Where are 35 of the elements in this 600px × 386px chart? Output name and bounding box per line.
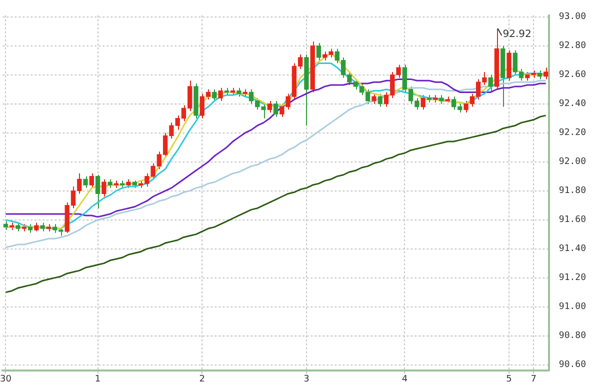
y-tick-label: 91.20 xyxy=(558,273,586,284)
candlestick xyxy=(420,94,426,110)
x-tick-label: 4 xyxy=(402,374,408,384)
candlestick xyxy=(212,88,217,102)
x-tick-label: 7 xyxy=(530,374,536,384)
y-tick-label: 91.40 xyxy=(558,244,586,254)
y-tick-label: 92.40 xyxy=(558,99,586,110)
y-tick-label: 90.80 xyxy=(558,331,586,342)
x-tick-label: 5 xyxy=(506,374,512,384)
y-tick-label: 91.60 xyxy=(558,215,586,226)
candlestick xyxy=(378,93,382,108)
candlestick xyxy=(267,100,272,114)
candlestick xyxy=(102,178,106,198)
y-tick-label: 92.00 xyxy=(558,157,586,168)
candlestick xyxy=(89,172,94,188)
x-tick-label: 3 xyxy=(304,374,310,384)
y-tick-label: 92.20 xyxy=(558,128,586,138)
annotation: 92.92 xyxy=(502,29,532,40)
candlestick xyxy=(273,100,278,118)
candlestick xyxy=(83,176,88,188)
y-tick-label: 90.60 xyxy=(558,360,586,370)
candlestick xyxy=(218,87,223,102)
x-tick-label: 2 xyxy=(199,374,205,384)
y-tick-label: 91.80 xyxy=(558,186,586,196)
candlestick xyxy=(488,74,493,93)
candlestick xyxy=(95,174,100,209)
y-tick-label: 91.00 xyxy=(558,302,586,312)
y-tick-label: 93.00 xyxy=(558,12,586,22)
y-tick-label: 92.80 xyxy=(558,41,586,52)
candlestick xyxy=(316,42,322,61)
y-tick-label: 92.60 xyxy=(558,70,586,80)
candlestick xyxy=(372,93,376,104)
candlestick xyxy=(544,67,548,80)
x-tick-label: 1 xyxy=(94,374,101,384)
x-tick-label: 30 xyxy=(0,374,12,384)
